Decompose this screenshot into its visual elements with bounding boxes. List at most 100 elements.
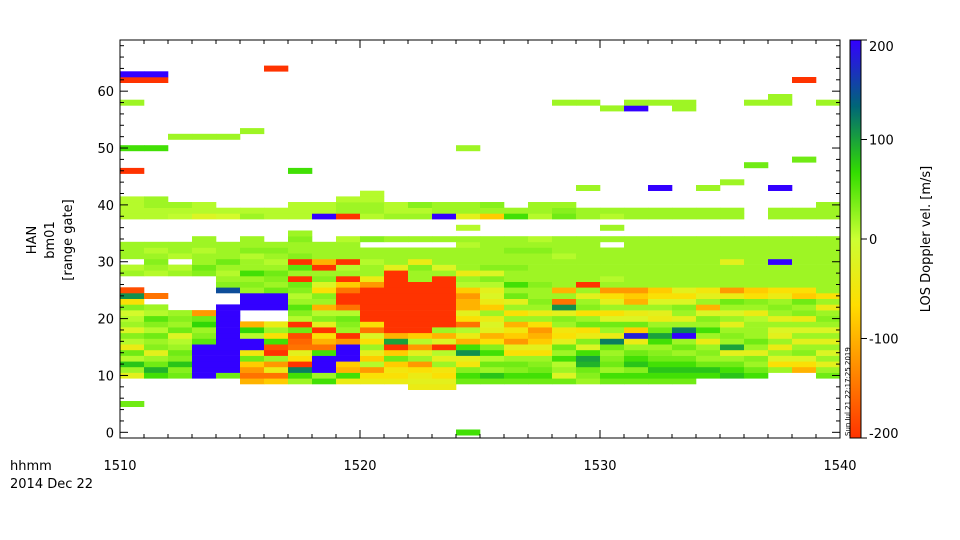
doppler-cell [744,281,769,288]
doppler-cell [336,276,361,282]
doppler-cell [768,99,793,106]
doppler-cell [720,270,745,277]
doppler-cell [216,247,241,254]
doppler-cell [144,349,169,356]
doppler-cell [408,247,433,254]
doppler-cell [192,236,217,243]
doppler-cell [576,372,601,379]
doppler-cell [720,304,745,311]
doppler-cell [720,327,745,334]
doppler-cell [168,241,193,248]
doppler-cell [240,241,265,248]
doppler-cell [528,338,553,345]
doppler-cell [480,281,505,288]
doppler-cell [480,361,505,368]
doppler-cell [792,332,817,339]
doppler-cell [816,298,841,305]
doppler-cell [384,355,409,362]
doppler-cell [648,258,673,265]
doppler-cell [744,304,769,311]
doppler-cell [240,366,265,373]
doppler-cell [408,287,433,294]
doppler-cell [504,332,529,339]
doppler-cell [144,213,169,220]
doppler-cell [312,258,337,265]
doppler-cell [576,264,601,271]
doppler-cell [816,236,841,243]
doppler-cell [504,281,529,288]
doppler-cell [528,355,553,362]
doppler-cell [312,315,337,322]
doppler-cell [600,276,625,282]
doppler-cell [768,315,793,322]
doppler-cell [264,207,289,214]
doppler-cell [456,293,481,299]
doppler-cell [600,213,625,220]
doppler-cell [792,156,817,163]
doppler-cell [552,366,577,373]
doppler-cell [600,270,625,277]
doppler-cell [336,366,361,373]
doppler-cell [168,321,193,328]
doppler-cell [456,253,481,260]
doppler-cell [816,332,841,339]
doppler-cell [744,162,769,169]
doppler-cell [672,372,697,379]
doppler-cell [360,281,385,288]
doppler-cell [288,287,313,294]
doppler-cell [336,338,361,345]
doppler-cell [216,276,241,282]
doppler-cell [192,207,217,214]
y-tick-label: 60 [97,85,114,100]
doppler-cell [744,349,769,356]
doppler-cell [360,202,385,208]
doppler-cell [480,270,505,277]
doppler-cell [768,185,793,191]
doppler-cell [120,321,145,328]
doppler-cell [216,133,241,140]
doppler-cell [144,355,169,362]
doppler-cell [432,384,457,390]
doppler-cell [600,224,625,231]
doppler-cell [264,253,289,260]
doppler-cell [696,281,721,288]
doppler-cell [720,298,745,305]
doppler-cell [648,293,673,299]
doppler-cell [288,236,313,243]
doppler-cell [264,355,289,362]
doppler-cell [816,213,841,220]
doppler-cell [624,105,649,112]
doppler-cell [576,315,601,322]
doppler-cell [696,321,721,328]
doppler-cell [240,287,265,294]
doppler-cell [648,276,673,282]
doppler-cell [384,253,409,260]
doppler-cell [816,276,841,282]
doppler-cell [144,196,169,203]
doppler-cell [336,264,361,271]
x-axis: 1510 1520 1530 1540 [103,40,857,474]
doppler-cell [480,213,505,220]
doppler-cell [696,349,721,356]
doppler-cell [672,105,697,112]
doppler-cell [360,366,385,373]
doppler-cell [480,264,505,271]
doppler-cell [120,372,145,379]
doppler-cell [528,321,553,328]
doppler-cell [720,281,745,288]
doppler-cell [504,207,529,214]
doppler-cell [768,304,793,311]
doppler-cell [456,349,481,356]
doppler-cell [552,315,577,322]
doppler-cell [648,287,673,294]
doppler-cell [768,338,793,345]
doppler-cell [744,321,769,328]
doppler-cell [552,241,577,248]
doppler-cell [144,372,169,379]
doppler-cell [480,321,505,328]
doppler-cell [744,327,769,334]
doppler-cell [816,293,841,299]
doppler-cell [528,310,553,317]
doppler-cell [384,247,409,254]
doppler-cell [168,247,193,254]
